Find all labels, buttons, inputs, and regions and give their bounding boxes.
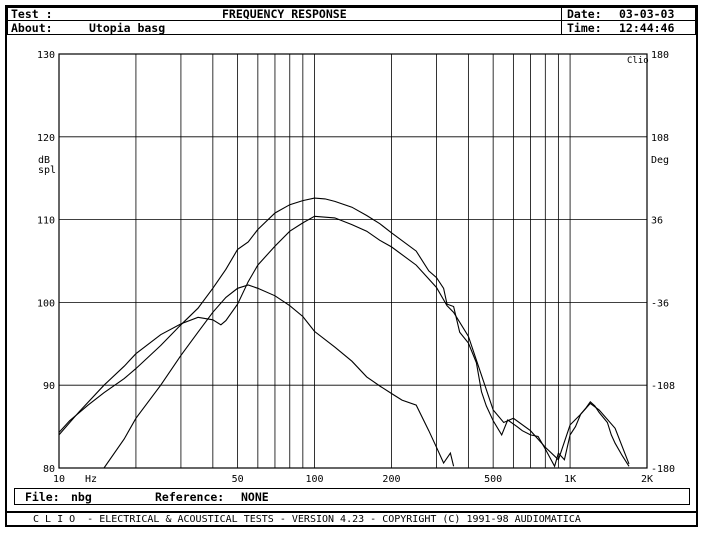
y-right-tick-label: 108: [651, 133, 669, 144]
y-tick-label: 80: [43, 464, 55, 475]
y-axis-label-unit: spl: [38, 165, 56, 176]
file-bar: File: nbg Reference: NONE: [14, 488, 690, 505]
x-tick-label: 2K: [641, 474, 653, 485]
x-tick-label: 10: [53, 474, 65, 485]
x-tick-label: 1K: [564, 474, 576, 485]
y-tick-label: 100: [37, 298, 55, 309]
series-line-3: [103, 284, 455, 468]
y-right-tick-label: -36: [651, 298, 669, 309]
about-value: Utopia basg: [89, 21, 166, 35]
x-tick-label: 200: [382, 474, 400, 485]
footer: C L I O - ELECTRICAL & ACOUSTICAL TESTS …: [7, 511, 696, 525]
y-right-tick-label: -108: [651, 381, 675, 392]
file-label: File:: [25, 490, 60, 504]
y-right-axis-label: Deg: [651, 155, 669, 166]
window-frame: [5, 5, 698, 527]
time-label: Time:: [567, 21, 602, 35]
plot-area: [58, 53, 648, 469]
y-tick-label: 90: [43, 381, 55, 392]
x-tick-label: 500: [484, 474, 502, 485]
date-label: Date:: [567, 7, 602, 21]
page-title: FREQUENCY RESPONSE: [222, 7, 347, 21]
y-right-tick-label: 36: [651, 216, 663, 227]
series-line-1: [59, 197, 630, 468]
y-tick-label: 130: [37, 50, 55, 61]
corner-label: Clio: [627, 56, 649, 66]
reference-label: Reference:: [155, 490, 225, 504]
series-line-2: [59, 215, 630, 465]
header-datetime-top: [561, 7, 696, 21]
file-value: nbg: [71, 490, 92, 504]
y-axis-label: dB: [38, 155, 50, 166]
header: Test : FREQUENCY RESPONSE About: Utopia …: [7, 7, 696, 35]
test-label: Test :: [11, 7, 53, 21]
y-tick-label: 120: [37, 133, 55, 144]
x-tick-label: 50: [232, 474, 244, 485]
x-tick-label: 100: [306, 474, 324, 485]
x-axis-label: Hz: [85, 474, 97, 485]
y-tick-label: 110: [37, 216, 55, 227]
y-right-tick-label: 180: [651, 50, 669, 61]
time-value: 12:44:46: [619, 21, 675, 35]
about-label: About:: [11, 21, 53, 35]
date-value: 03-03-03: [619, 7, 675, 21]
reference-value: NONE: [241, 490, 269, 504]
footer-text: C L I O - ELECTRICAL & ACOUSTICAL TESTS …: [33, 514, 581, 525]
y-right-tick-label: -180: [651, 464, 675, 475]
